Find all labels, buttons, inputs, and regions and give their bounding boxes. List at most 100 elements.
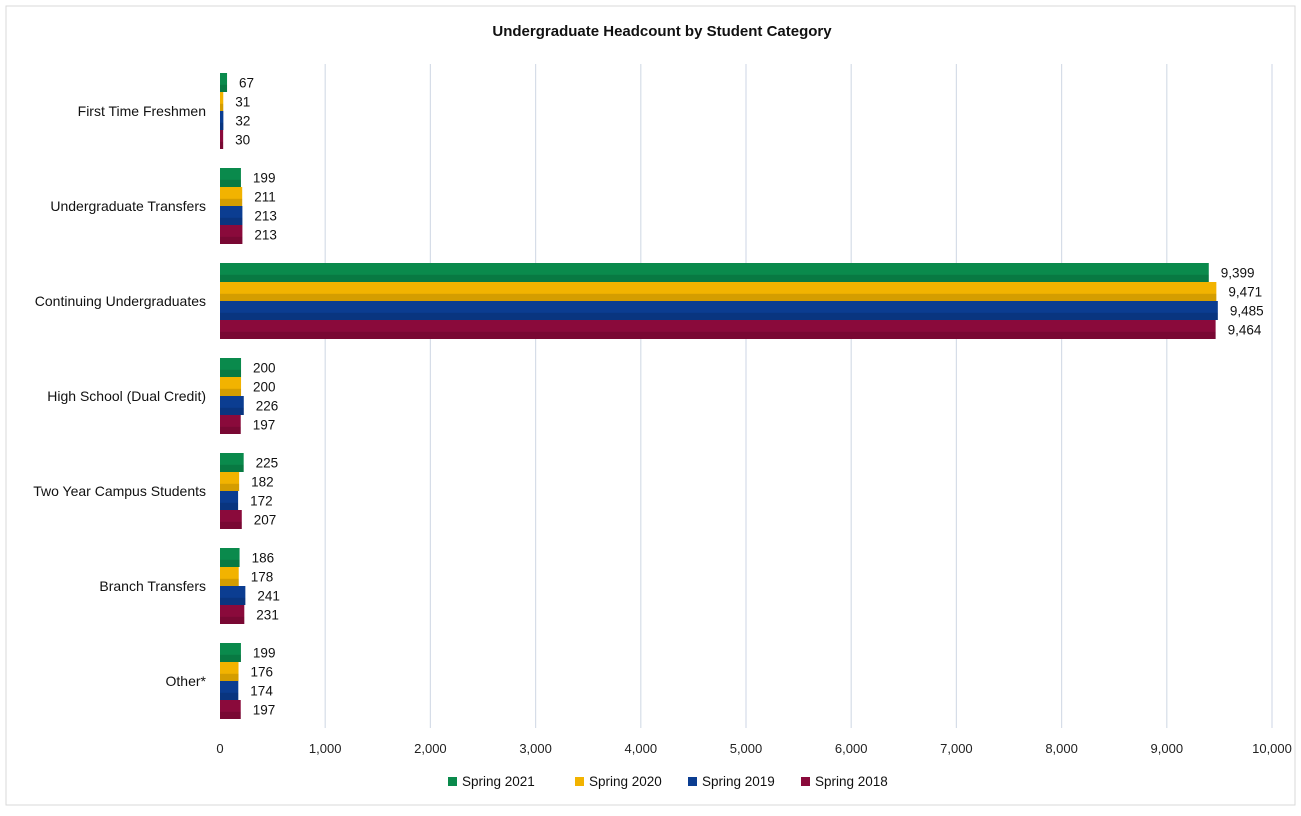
x-tick-label: 2,000: [414, 741, 447, 756]
data-label: 9,471: [1228, 285, 1262, 300]
bar-shade: [220, 616, 245, 624]
value-axis: 0 1,000 2,000 3,000 4,000 5,000 6,000 7,000 8,00…: [216, 741, 1292, 756]
bar: [220, 605, 245, 624]
category-label: First Time Freshmen: [78, 103, 206, 119]
bar: [220, 73, 228, 92]
bar-shade: [220, 483, 240, 491]
bar-shade: [220, 464, 244, 472]
category-label: High School (Dual Credit): [47, 388, 206, 404]
category-label: Undergraduate Transfers: [50, 198, 206, 214]
bar-shade: [220, 388, 242, 396]
data-label: 211: [254, 190, 276, 205]
bar-shade: [220, 312, 1218, 320]
x-tick-label: 6,000: [835, 741, 868, 756]
bar-shade: [220, 236, 243, 244]
legend-label: Spring 2020: [589, 774, 662, 789]
bar: [220, 263, 1209, 282]
data-label: 176: [251, 665, 274, 680]
legend-label: Spring 2019: [702, 774, 775, 789]
data-label: 213: [254, 209, 277, 224]
bar-shade: [220, 426, 241, 434]
data-label: 9,464: [1228, 323, 1262, 338]
data-label: 30: [235, 133, 250, 148]
bar: [220, 453, 244, 472]
bar-shade: [220, 141, 224, 149]
bar-shade: [220, 654, 241, 662]
category-axis: First Time Freshmen Undergraduate Transfe…: [33, 103, 206, 689]
legend-swatch: [448, 777, 457, 786]
data-label: 197: [253, 418, 276, 433]
bar: [220, 168, 241, 187]
category-label: Two Year Campus Students: [33, 483, 206, 499]
bar: [220, 700, 241, 719]
data-label: 225: [256, 456, 279, 471]
legend: Spring 2021 Spring 2020 Spring 2019 Spring …: [448, 774, 888, 789]
bars: [220, 73, 1218, 719]
legend-label: Spring 2018: [815, 774, 888, 789]
bar-shade: [220, 578, 239, 586]
bar: [220, 662, 239, 681]
bar-shade: [220, 331, 1216, 339]
bar-shade: [220, 217, 243, 225]
bar-shade: [220, 103, 224, 111]
bar: [220, 472, 240, 491]
data-label: 182: [251, 475, 274, 490]
bar: [220, 396, 244, 415]
bar-shade: [220, 597, 246, 605]
bar: [220, 358, 242, 377]
data-label: 200: [253, 361, 276, 376]
bar-shade: [220, 673, 239, 681]
data-labels: 67 31 32 30 199 211 213 213 9,399 9,471 9,485 9,464…: [235, 76, 1263, 718]
data-label: 213: [254, 228, 277, 243]
legend-swatch: [575, 777, 584, 786]
bar: [220, 643, 241, 662]
bar-shade: [220, 692, 239, 700]
bar: [220, 111, 224, 130]
data-label: 174: [250, 684, 273, 699]
x-tick-label: 10,000: [1252, 741, 1292, 756]
x-tick-label: 7,000: [940, 741, 973, 756]
bar: [220, 510, 242, 529]
data-label: 9,399: [1221, 266, 1255, 281]
bar-shade: [220, 179, 241, 187]
bar-shade: [220, 502, 239, 510]
bar: [220, 301, 1218, 320]
bar: [220, 491, 239, 510]
bar-shade: [220, 122, 224, 130]
bar: [220, 586, 246, 605]
x-tick-label: 8,000: [1045, 741, 1078, 756]
bar: [220, 377, 242, 396]
bar: [220, 567, 239, 586]
x-tick-label: 0: [216, 741, 223, 756]
data-label: 197: [253, 703, 276, 718]
data-label: 231: [256, 608, 279, 623]
x-tick-label: 4,000: [625, 741, 658, 756]
bar-shade: [220, 521, 242, 529]
data-label: 67: [239, 76, 254, 91]
bar: [220, 206, 243, 225]
data-label: 200: [253, 380, 276, 395]
legend-swatch: [801, 777, 810, 786]
bar-shade: [220, 274, 1209, 282]
bar-shade: [220, 559, 240, 567]
data-label: 178: [251, 570, 274, 585]
x-tick-label: 5,000: [730, 741, 763, 756]
bar: [220, 187, 243, 206]
bar: [220, 681, 239, 700]
bar-shade: [220, 711, 241, 719]
x-tick-label: 1,000: [309, 741, 342, 756]
bar-shade: [220, 407, 244, 415]
bar-shade: [220, 84, 228, 92]
bar: [220, 282, 1217, 301]
bar-shade: [220, 369, 242, 377]
data-label: 186: [252, 551, 275, 566]
bar: [220, 130, 224, 149]
category-label: Continuing Undergraduates: [35, 293, 206, 309]
x-tick-label: 3,000: [519, 741, 552, 756]
bar: [220, 92, 224, 111]
data-label: 207: [254, 513, 277, 528]
bar: [220, 415, 241, 434]
legend-swatch: [688, 777, 697, 786]
data-label: 226: [256, 399, 279, 414]
